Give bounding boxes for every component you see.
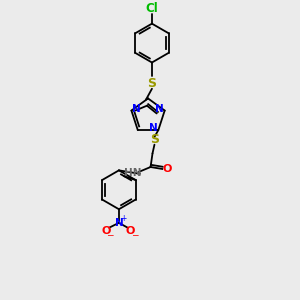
- Text: −: −: [131, 230, 138, 239]
- Text: HN: HN: [124, 168, 142, 178]
- Text: O: O: [126, 226, 135, 236]
- Text: O: O: [162, 164, 172, 174]
- Text: −: −: [106, 230, 114, 239]
- Text: N: N: [149, 123, 158, 133]
- Text: +: +: [121, 214, 127, 224]
- Text: Cl: Cl: [146, 2, 158, 15]
- Text: S: S: [147, 77, 156, 90]
- Text: O: O: [102, 226, 111, 236]
- Text: N: N: [115, 218, 123, 228]
- Text: N: N: [132, 103, 141, 114]
- Text: N: N: [155, 103, 164, 114]
- Text: S: S: [150, 133, 159, 146]
